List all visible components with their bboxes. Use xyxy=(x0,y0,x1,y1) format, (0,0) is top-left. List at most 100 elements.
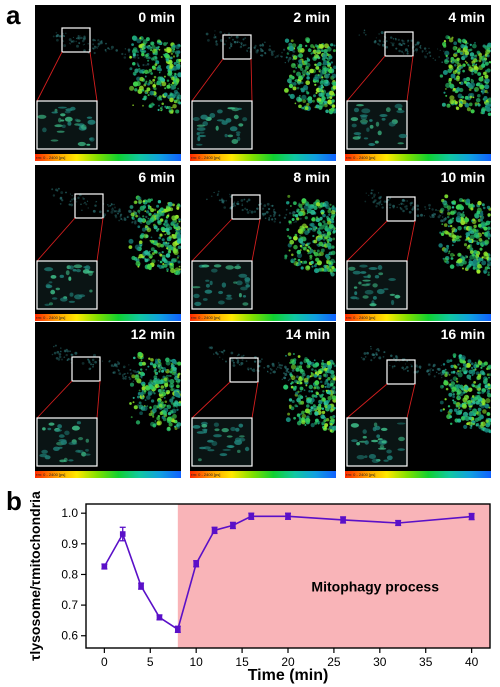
time-label: 8 min xyxy=(293,169,330,185)
lifetime-colorbar: τm: 0 - 2400 [ps] xyxy=(35,471,181,478)
data-point xyxy=(138,583,144,589)
colorbar-range-text: τm: 0 - 2400 [ps] xyxy=(36,472,66,477)
lifetime-colorbar: τm: 0 - 2400 [ps] xyxy=(345,154,491,161)
data-point xyxy=(101,563,108,570)
microscopy-frame: 10 min τm: 0 - 2400 [ps] xyxy=(345,165,491,321)
time-label: 12 min xyxy=(130,326,175,342)
cell-image xyxy=(346,189,491,310)
zoom-connector-line xyxy=(89,51,98,102)
panel-b-letter: b xyxy=(6,486,22,516)
colorbar-range-text: τm: 0 - 2400 [ps] xyxy=(346,472,376,477)
zoom-connector-line xyxy=(406,55,414,102)
zoom-connector-line xyxy=(406,383,416,419)
zoom-region-box xyxy=(61,27,91,53)
time-label: 6 min xyxy=(138,169,175,185)
cell-image xyxy=(191,190,336,310)
panel-a-letter: a xyxy=(6,0,21,30)
colorbar-range-text: τm: 0 - 2400 [ps] xyxy=(346,315,376,320)
data-point xyxy=(211,527,218,534)
zoom-connector-line xyxy=(96,217,104,262)
zoom-connector-line xyxy=(346,55,386,102)
lifetime-colorbar: τm: 0 - 2400 [ps] xyxy=(190,154,336,161)
y-tick-label: 1.0 xyxy=(61,506,78,520)
x-tick-label: 20 xyxy=(281,655,295,669)
zoom-region-box xyxy=(74,193,104,219)
colorbar-range-text: τm: 0 - 2400 [ps] xyxy=(191,472,221,477)
zoom-connector-line xyxy=(251,218,261,262)
lifetime-colorbar: τm: 0 - 2400 [ps] xyxy=(345,471,491,478)
x-tick-label: 30 xyxy=(373,655,387,669)
lifetime-colorbar: τm: 0 - 2400 [ps] xyxy=(35,314,181,321)
time-label: 10 min xyxy=(440,169,485,185)
time-label: 16 min xyxy=(440,326,485,342)
zoom-region-box xyxy=(231,194,261,220)
x-axis-label: Time (min) xyxy=(248,667,329,684)
zoom-connector-line xyxy=(406,220,416,262)
data-point xyxy=(340,517,346,523)
lifetime-colorbar: τm: 0 - 2400 [ps] xyxy=(190,471,336,478)
cell-image xyxy=(346,29,491,150)
zoom-connector-line xyxy=(250,58,253,102)
y-tick-label: 0.6 xyxy=(61,629,78,643)
data-point xyxy=(395,520,401,526)
data-point xyxy=(156,614,163,621)
zoom-connector-line xyxy=(251,381,259,419)
x-tick-label: 40 xyxy=(465,655,479,669)
time-label: 4 min xyxy=(448,9,485,25)
x-tick-label: 25 xyxy=(327,655,341,669)
zoom-connector-line xyxy=(96,380,101,419)
time-label: 0 min xyxy=(138,9,175,25)
colorbar-range-text: τm: 0 - 2400 [ps] xyxy=(36,315,66,320)
mitophagy-shaded-region xyxy=(177,504,490,648)
microscopy-frame: 12 min τm: 0 - 2400 [ps] xyxy=(35,322,181,478)
y-tick-label: 0.7 xyxy=(61,598,78,612)
zoom-region-box xyxy=(229,357,259,383)
colorbar-range-text: τm: 0 - 2400 [ps] xyxy=(346,155,376,160)
colorbar-range-text: τm: 0 - 2400 [ps] xyxy=(191,315,221,320)
microscopy-frame: 8 min τm: 0 - 2400 [ps] xyxy=(190,165,336,321)
microscopy-frame: 14 min τm: 0 - 2400 [ps] xyxy=(190,322,336,478)
data-point xyxy=(119,531,126,537)
zoom-connector-line xyxy=(36,217,76,262)
x-tick-label: 5 xyxy=(147,655,154,669)
zoom-region-box xyxy=(386,359,416,385)
microscopy-frame: 4 min τm: 0 - 2400 [ps] xyxy=(345,5,491,161)
lifetime-colorbar: τm: 0 - 2400 [ps] xyxy=(35,154,181,161)
data-point xyxy=(230,522,236,529)
time-label: 2 min xyxy=(293,9,330,25)
zoom-connector-line xyxy=(346,220,388,262)
cell-image xyxy=(36,344,181,467)
zoom-region-box xyxy=(71,356,101,382)
zoom-region-box xyxy=(384,31,414,57)
cell-image xyxy=(191,346,336,467)
y-axis-label: τlysosome/τmitochondria xyxy=(27,491,43,661)
x-tick-label: 0 xyxy=(101,655,108,669)
microscopy-frame: 2 min τm: 0 - 2400 [ps] xyxy=(190,5,336,161)
lifetime-colorbar: τm: 0 - 2400 [ps] xyxy=(345,314,491,321)
cell-image xyxy=(346,345,491,467)
microscopy-frame: 0 min τm: 0 - 2400 [ps] xyxy=(35,5,181,161)
zoom-inset xyxy=(36,100,98,150)
zoom-connector-line xyxy=(36,380,73,419)
y-tick-label: 0.8 xyxy=(61,567,78,581)
time-label: 14 min xyxy=(285,326,330,342)
colorbar-range-text: τm: 0 - 2400 [ps] xyxy=(36,155,66,160)
lifetime-colorbar: τm: 0 - 2400 [ps] xyxy=(190,314,336,321)
zoom-connector-line xyxy=(191,218,233,262)
data-point xyxy=(175,626,181,633)
zoom-region-box xyxy=(386,196,416,222)
colorbar-range-text: τm: 0 - 2400 [ps] xyxy=(191,155,221,160)
cell-image xyxy=(191,30,336,150)
data-point xyxy=(193,560,199,567)
zoom-connector-line xyxy=(36,51,63,102)
data-point xyxy=(248,513,255,520)
x-tick-label: 35 xyxy=(419,655,433,669)
microscopy-frame: 16 min τm: 0 - 2400 [ps] xyxy=(345,322,491,478)
data-point xyxy=(468,513,475,520)
mitophagy-region-label: Mitophagy process xyxy=(311,578,439,594)
y-tick-label: 0.9 xyxy=(61,537,78,551)
microscopy-frame: 6 min τm: 0 - 2400 [ps] xyxy=(35,165,181,321)
data-point xyxy=(285,513,291,520)
x-tick-label: 10 xyxy=(190,655,204,669)
